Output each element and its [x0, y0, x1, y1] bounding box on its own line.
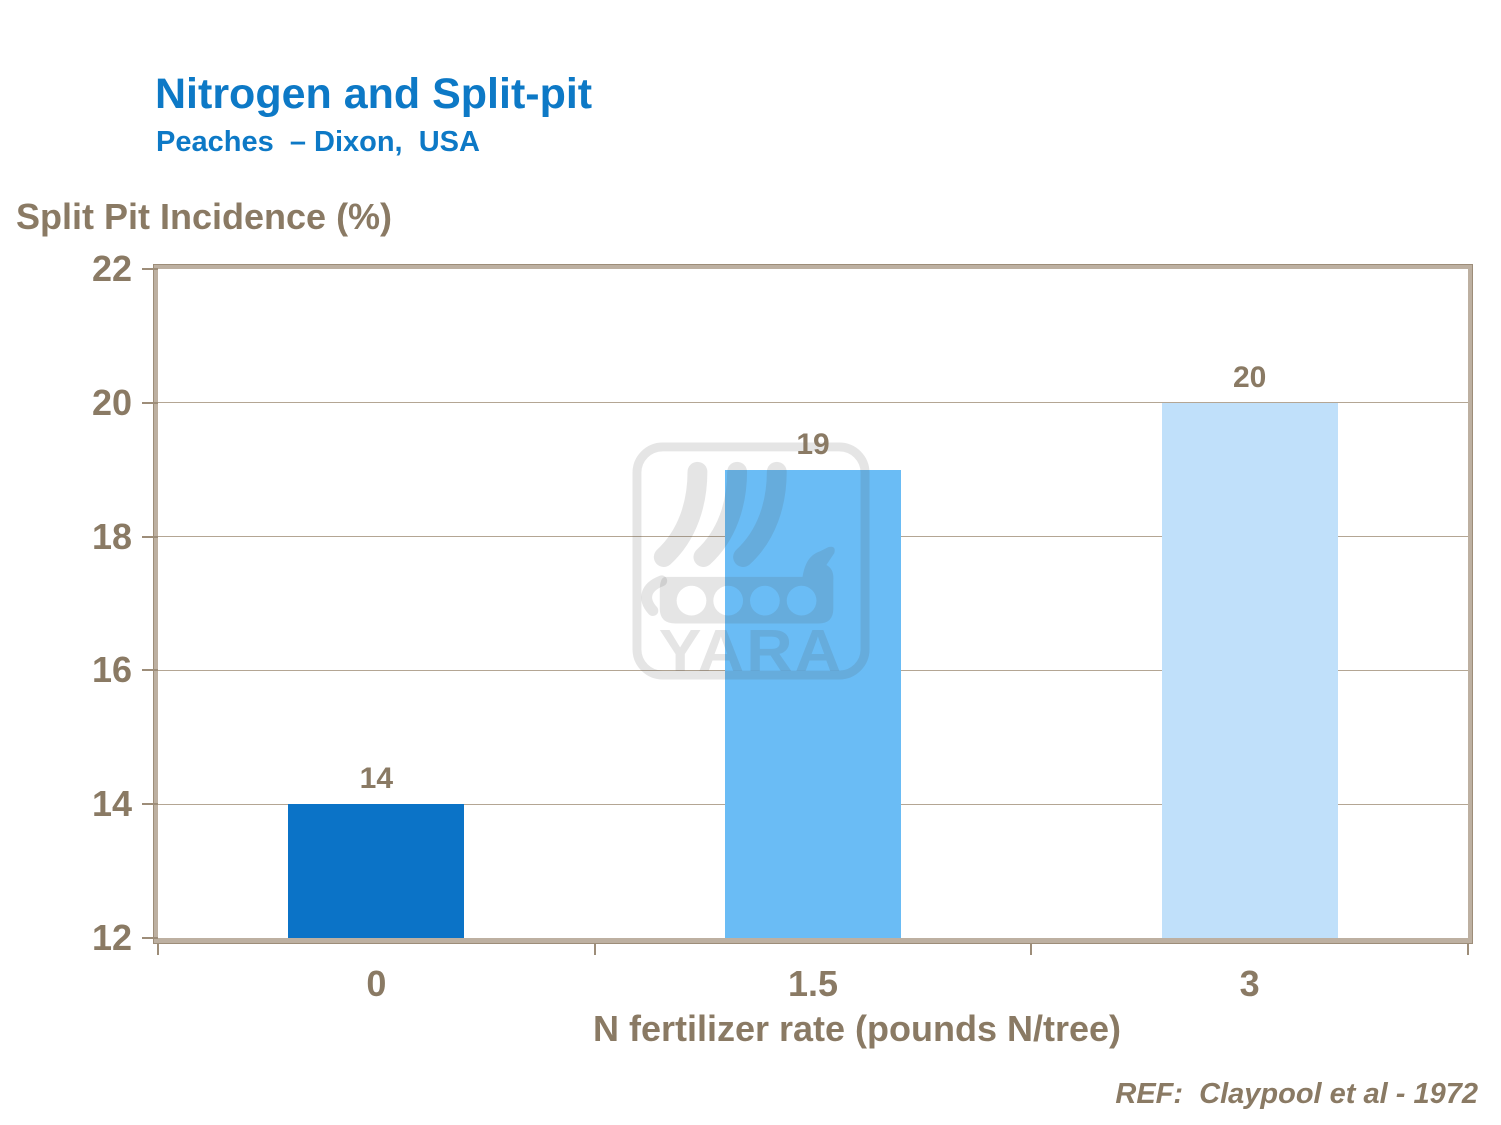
plot-area: 14 19 20 — [153, 264, 1473, 944]
gridline-y-20 — [158, 402, 1468, 404]
y-tick-mark — [142, 401, 158, 404]
y-tick-mark — [142, 803, 158, 806]
watermark-border — [632, 442, 870, 680]
x-tick-mark — [1030, 943, 1033, 955]
watermark-sail-line — [693, 461, 748, 567]
x-tick-label-1.5: 1.5 — [787, 963, 839, 1004]
y-tick-label-18: 18 — [91, 515, 132, 557]
y-tick-label-20: 20 — [91, 381, 132, 423]
y-tick-mark — [142, 669, 158, 672]
x-tick-label-0: 0 — [366, 963, 387, 1004]
y-tick-mark — [142, 937, 158, 939]
y-tick-label-12: 12 — [91, 917, 132, 958]
x-tick-label-3: 3 — [1239, 963, 1260, 1004]
yara-watermark-logo: YARA — [632, 442, 870, 680]
y-tick-label-22: 22 — [91, 248, 132, 289]
bar-0 — [288, 804, 465, 938]
x-tick-mark — [593, 943, 596, 955]
x-tick-mark — [157, 943, 159, 955]
watermark-sail-line — [653, 461, 708, 567]
chart-subtitle: Peaches – Dixon, USA — [156, 126, 480, 158]
data-label-1.5: 19 — [796, 427, 830, 461]
y-axis-title: Split Pit Incidence (%) — [16, 196, 393, 237]
y-tick-mark — [142, 268, 158, 270]
bar-1.5 — [725, 469, 901, 938]
bar-3 — [1161, 402, 1338, 938]
y-tick-mark — [142, 535, 158, 538]
y-tick-label-14: 14 — [91, 783, 132, 825]
watermark-ship-hull — [659, 546, 835, 624]
data-label-0: 14 — [359, 762, 394, 796]
chart-title: Nitrogen and Split-pit — [155, 70, 593, 118]
data-label-3: 20 — [1232, 360, 1267, 394]
y-tick-label-16: 16 — [91, 649, 132, 691]
watermark-text: YARA — [659, 617, 843, 680]
x-axis-title: N fertilizer rate (pounds N/tree) — [592, 1008, 1122, 1049]
watermark-stern-curl — [641, 575, 668, 617]
watermark-sail-line — [733, 461, 787, 567]
reference-note: REF: Claypool et al - 1972 — [1115, 1078, 1478, 1110]
x-tick-mark — [1467, 943, 1469, 955]
